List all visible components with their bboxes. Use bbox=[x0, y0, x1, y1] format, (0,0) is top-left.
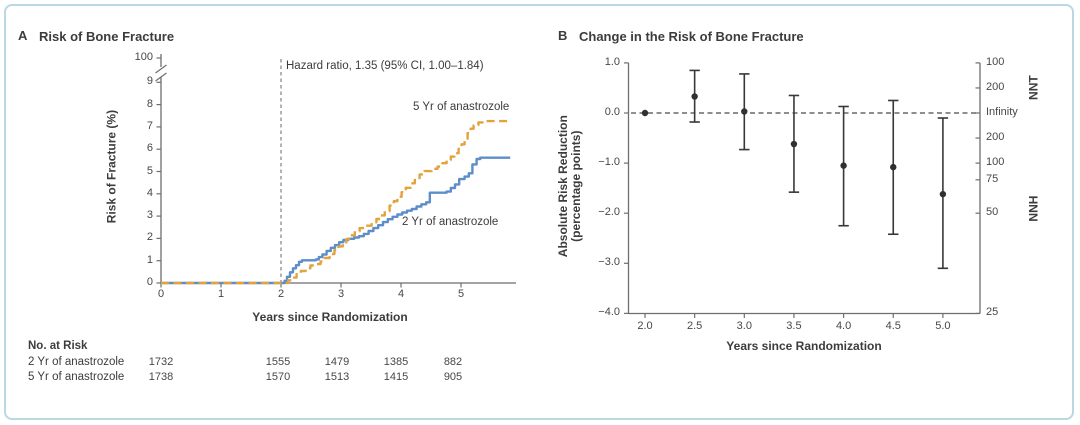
data-point bbox=[691, 93, 698, 100]
panel-b-right-tick-label: 75 bbox=[986, 172, 999, 185]
panel-a-y-tick-label: 5 bbox=[146, 164, 153, 177]
panel-a-y-tick-label: 4 bbox=[146, 186, 153, 199]
panel-a-x-axis-label: Years since Randomization bbox=[252, 310, 408, 324]
panel-b-right-tick-label: Infinity bbox=[986, 106, 1018, 118]
curve-2yr bbox=[161, 156, 511, 285]
panel-a-y-tick-label: 3 bbox=[146, 209, 153, 222]
at-risk-count: 1570 bbox=[265, 371, 291, 383]
panel-a-y-tick-label: 9 bbox=[146, 75, 153, 88]
panel-b-y-tick-label: −4.0 bbox=[598, 306, 620, 319]
panel-b-x-tick-label: 3.0 bbox=[736, 320, 752, 332]
panel-a-y-tick-label: 2 bbox=[146, 231, 153, 244]
panel-a-y-tick-label: 100 bbox=[134, 51, 153, 63]
at-risk-count: 1555 bbox=[265, 356, 291, 368]
at-risk-count: 1738 bbox=[148, 371, 174, 383]
panel-b-x-tick-label: 4.5 bbox=[885, 320, 901, 332]
panel-b-right-tick-label: 100 bbox=[986, 156, 1005, 169]
panel-a-x-tick-label: 2 bbox=[277, 288, 285, 300]
panel-b-x-axis-label: Years since Randomization bbox=[726, 339, 882, 353]
panel-b-x-tick-label: 4.0 bbox=[835, 320, 852, 332]
panel-a-y-tick-label: 8 bbox=[146, 97, 153, 110]
nnh-axis-label: NNH bbox=[1026, 195, 1041, 222]
panel-a-y-tick-label: 1 bbox=[146, 253, 153, 266]
data-point bbox=[939, 190, 947, 198]
series-label-5yr: 5 Yr of anastrozole bbox=[413, 101, 510, 113]
data-point bbox=[790, 140, 798, 148]
panel-b-right-tick-label: 50 bbox=[986, 206, 999, 219]
panel-b-x-tick-label: 2.0 bbox=[637, 320, 653, 332]
panel-a-x-tick-label: 1 bbox=[217, 288, 225, 300]
at-risk-count: 1479 bbox=[324, 356, 350, 368]
panel-b-x-tick-label: 2.5 bbox=[686, 320, 703, 332]
at-risk-row-label-5yr: 5 Yr of anastrozole bbox=[28, 371, 125, 383]
panel-a-axis-break-slash bbox=[155, 64, 167, 74]
panel-b-y-axis-label-line2: (percentage points) bbox=[569, 130, 583, 242]
at-risk-count: 882 bbox=[443, 356, 463, 368]
panel-a-y-axis-label: Risk of Fracture (%) bbox=[104, 109, 119, 224]
panel-b-y-tick-label: 0.0 bbox=[604, 106, 620, 118]
at-risk-count: 1513 bbox=[324, 371, 350, 383]
curve-5yr bbox=[161, 119, 511, 285]
panel-a-x-tick-label: 5 bbox=[457, 288, 465, 300]
panel-a-letter: A bbox=[18, 28, 28, 43]
at-risk-count: 1732 bbox=[148, 356, 174, 368]
panel-a-x-tick-label: 4 bbox=[397, 288, 405, 300]
panel-b-letter: B bbox=[558, 28, 568, 43]
panel-b-y-tick-label: −2.0 bbox=[598, 206, 620, 219]
panel-a-y-tick-label: 6 bbox=[146, 142, 153, 155]
data-point bbox=[641, 109, 649, 117]
panel-a-y-tick-label: 0 bbox=[146, 276, 153, 288]
panel-a-axis-break-slash bbox=[155, 72, 167, 82]
panel-b-right-tick-label: 200 bbox=[986, 131, 1005, 144]
panel-b-y-tick-label: 1.0 bbox=[604, 55, 620, 68]
data-point bbox=[840, 162, 847, 169]
panel-a-x-tick-label: 0 bbox=[157, 288, 165, 300]
panel-b-x-tick-label: 5.0 bbox=[935, 320, 951, 332]
panel-b-right-tick-label: 100 bbox=[986, 55, 1005, 68]
at-risk-count: 1415 bbox=[383, 371, 409, 383]
panel-b-title: Change in the Risk of Bone Fracture bbox=[579, 29, 804, 44]
panel-a-y-tick-label: 7 bbox=[146, 119, 153, 132]
panel-a-x-tick-label: 3 bbox=[337, 288, 345, 300]
panel-a-title: Risk of Bone Fracture bbox=[39, 29, 175, 44]
panel-b-y-tick-label: −1.0 bbox=[598, 156, 620, 169]
at-risk-count: 905 bbox=[443, 371, 463, 383]
panel-b-y-axis-label: Absolute Risk Reduction (percentage poin… bbox=[556, 46, 583, 326]
at-risk-header: No. at Risk bbox=[28, 340, 88, 352]
at-risk-row-label-2yr: 2 Yr of anastrozole bbox=[28, 356, 125, 368]
panel-b-x-tick-label: 3.5 bbox=[786, 320, 802, 332]
series-label-2yr: 2 Yr of anastrozole bbox=[402, 216, 499, 228]
data-point bbox=[890, 163, 897, 171]
panel-b-y-tick-label: −3.0 bbox=[598, 256, 620, 269]
panel-a-hazard-ratio-annotation: Hazard ratio, 1.35 (95% CI, 1.00–1.84) bbox=[286, 60, 484, 72]
at-risk-count: 1385 bbox=[383, 356, 409, 368]
panel-b-right-tick-label: 200 bbox=[986, 80, 1005, 93]
panel-b-right-tick-label: 25 bbox=[986, 306, 999, 319]
nnt-axis-label: NNT bbox=[1026, 75, 1041, 100]
data-point bbox=[741, 108, 748, 115]
